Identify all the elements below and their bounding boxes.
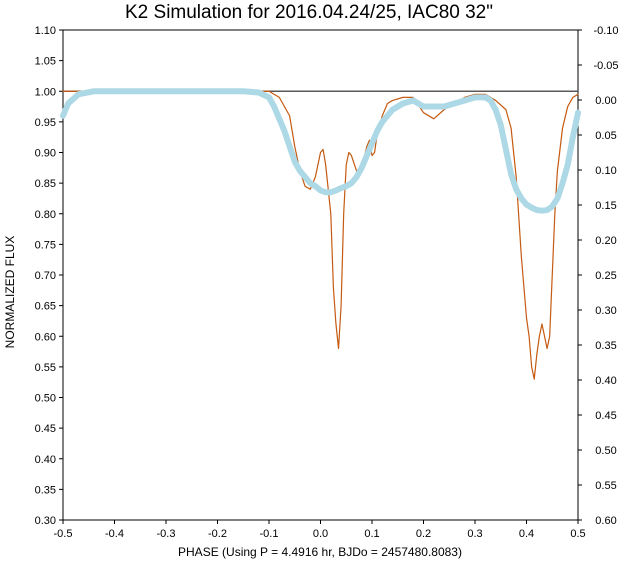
y2-tick-label: 0.20 xyxy=(595,235,616,247)
series-layer xyxy=(60,88,581,380)
series-line-0 xyxy=(62,90,579,380)
y-tick-label: 0.75 xyxy=(35,239,56,251)
y2-tick-label: 0.40 xyxy=(595,375,616,387)
y2-tick-label: 0.55 xyxy=(595,480,616,492)
x-tick-label: 0.2 xyxy=(416,528,431,540)
y-tick-label: 0.95 xyxy=(35,117,56,129)
y2-tick-label: 0.15 xyxy=(595,200,616,212)
x-tick-label: 0.4 xyxy=(519,528,534,540)
x-tick-label: -0.3 xyxy=(157,528,176,540)
y2-tick-label: 0.35 xyxy=(595,340,616,352)
y-tick-label: 0.35 xyxy=(35,484,56,496)
y2-tick-label: 0.00 xyxy=(595,95,616,107)
x-tick-label: 0.0 xyxy=(313,528,328,540)
y-tick-label: 1.10 xyxy=(35,25,56,37)
x-tick-label: 0.3 xyxy=(467,528,482,540)
y-tick-label: 0.70 xyxy=(35,270,56,282)
x-axis-title: PHASE (Using P = 4.4916 hr, BJDo = 24574… xyxy=(178,545,462,559)
y2-tick-label: -0.10 xyxy=(593,25,618,37)
y2-tick-label: 0.10 xyxy=(595,165,616,177)
y2-tick-label: 0.30 xyxy=(595,305,616,317)
y2-tick-label: 0.50 xyxy=(595,445,616,457)
x-tick-label: 0.5 xyxy=(570,528,585,540)
y-tick-label: 0.55 xyxy=(35,362,56,374)
y-tick-label: 0.50 xyxy=(35,393,56,405)
x-tick-label: -0.1 xyxy=(260,528,279,540)
y2-tick-label: 0.45 xyxy=(595,410,616,422)
y-axis-title: NORMALIZED FLUX xyxy=(3,236,17,349)
y-tick-label: 0.45 xyxy=(35,423,56,435)
chart-title: K2 Simulation for 2016.04.24/25, IAC80 3… xyxy=(125,2,493,23)
x-tick-label: -0.2 xyxy=(208,528,227,540)
secondary-y-axis: -0.10 -0.05 0.00 0.05 0.10 0.15 0.20 0.25 0.30 0.… xyxy=(578,25,618,527)
y-tick-label: 0.80 xyxy=(35,209,56,221)
y2-tick-label: 0.60 xyxy=(595,515,616,527)
y-tick-label: 1.05 xyxy=(35,56,56,68)
x-tick-label: -0.4 xyxy=(105,528,124,540)
series-line-1 xyxy=(60,88,581,214)
y2-tick-label: 0.05 xyxy=(595,130,616,142)
y-axis: 0.30 0.35 0.40 0.45 0.50 0.55 0.60 0.65 0.70 0.75… xyxy=(35,25,63,527)
plot-area xyxy=(62,29,579,521)
y2-tick-label: -0.05 xyxy=(593,60,618,72)
y-tick-label: 0.65 xyxy=(35,301,56,313)
y-tick-label: 0.40 xyxy=(35,454,56,466)
y-tick-label: 0.90 xyxy=(35,148,56,160)
y-tick-label: 1.00 xyxy=(35,86,56,98)
y-tick-label: 0.85 xyxy=(35,178,56,190)
y-tick-label: 0.30 xyxy=(35,515,56,527)
y2-tick-label: 0.25 xyxy=(595,270,616,282)
x-tick-label: -0.5 xyxy=(54,528,73,540)
y-tick-label: 0.60 xyxy=(35,331,56,343)
x-axis: -0.5 -0.4 -0.3 -0.2 -0.1 0.0 0.1 0.2 0.3 0.4 0.5 xyxy=(54,520,586,540)
x-tick-label: 0.1 xyxy=(364,528,379,540)
